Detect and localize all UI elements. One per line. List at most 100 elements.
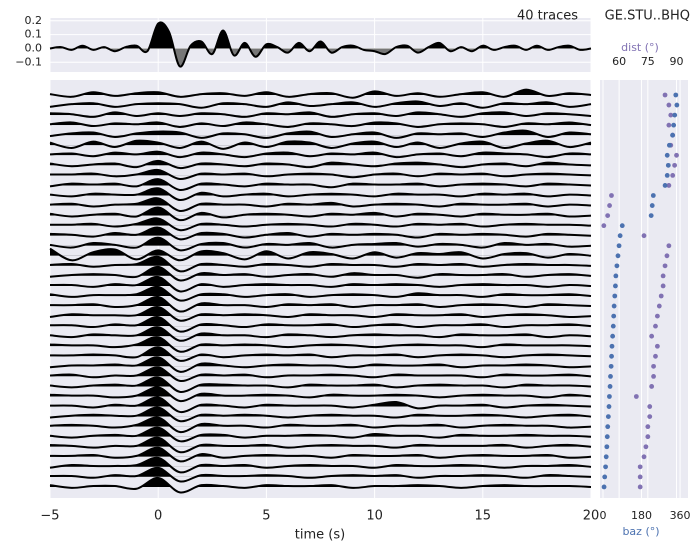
dist-tick-label: 60 <box>612 55 626 68</box>
point <box>649 333 655 339</box>
trace <box>49 255 592 273</box>
trace <box>49 416 592 434</box>
point <box>674 152 679 158</box>
trace <box>49 168 592 181</box>
trace <box>49 121 592 128</box>
point <box>604 434 610 440</box>
dist-tick-label: 90 <box>670 55 684 68</box>
trace <box>49 129 592 139</box>
point <box>654 343 660 349</box>
trace-count: 40 traces <box>517 9 578 24</box>
point <box>607 203 612 208</box>
y-tick-label: 0.1 <box>25 28 43 41</box>
section-panel <box>50 80 591 498</box>
point <box>672 162 678 168</box>
point <box>664 173 670 178</box>
point <box>617 233 623 239</box>
x-axis-label: time (s) <box>295 528 345 543</box>
point <box>662 263 668 269</box>
trace-fill <box>50 276 591 286</box>
trace <box>49 406 592 423</box>
point <box>670 132 675 138</box>
point <box>613 273 619 279</box>
trace <box>49 396 592 414</box>
point <box>650 193 656 198</box>
point <box>608 363 614 369</box>
point <box>607 384 613 389</box>
trace-fill <box>50 337 591 347</box>
trace <box>49 285 592 302</box>
point <box>608 374 613 379</box>
point <box>603 454 609 460</box>
meta-panel <box>600 80 688 498</box>
trace-fill <box>56 179 591 186</box>
point <box>645 424 651 430</box>
point <box>637 484 643 490</box>
trace <box>49 366 592 383</box>
trace <box>49 111 592 118</box>
trace <box>49 217 592 232</box>
trace-fill <box>50 248 591 256</box>
trace <box>49 197 592 212</box>
trace <box>49 139 592 150</box>
point <box>601 223 607 229</box>
baz-tick-label: 180 <box>631 509 652 522</box>
point <box>616 243 622 249</box>
point <box>614 263 620 269</box>
point <box>666 142 672 148</box>
trace-fill <box>50 437 591 447</box>
trace-fill <box>50 387 591 397</box>
trace <box>49 247 592 262</box>
point <box>651 374 656 379</box>
point <box>602 474 608 480</box>
x-tick-label: 10 <box>366 509 383 524</box>
point <box>647 404 653 409</box>
trace <box>49 236 592 252</box>
trace <box>49 88 592 99</box>
trace <box>49 265 592 282</box>
point <box>645 434 651 440</box>
y-tick-label: 0.2 <box>25 14 43 27</box>
trace <box>49 356 592 373</box>
point <box>605 424 611 430</box>
point <box>649 203 655 208</box>
trace <box>49 275 592 293</box>
point <box>656 303 662 309</box>
point <box>610 323 616 329</box>
baz-label: baz (°) <box>622 525 659 538</box>
trace <box>49 376 592 393</box>
point <box>619 223 625 229</box>
point <box>612 293 618 299</box>
point <box>660 283 666 289</box>
point <box>651 363 656 369</box>
point <box>666 122 672 128</box>
point <box>609 353 614 359</box>
point <box>664 152 670 158</box>
point <box>665 162 671 168</box>
trace <box>49 446 592 463</box>
x-tick-label: −5 <box>40 509 59 524</box>
baz-tick-label: 360 <box>670 509 691 522</box>
trace <box>49 476 592 494</box>
trace <box>49 386 592 403</box>
point <box>605 414 611 419</box>
trace <box>49 306 592 322</box>
point <box>666 243 672 249</box>
point <box>604 444 610 450</box>
point <box>603 464 608 470</box>
trace <box>49 466 592 483</box>
trace <box>49 346 592 362</box>
point <box>609 193 614 198</box>
point <box>643 444 649 450</box>
dist-tick-label: 75 <box>641 55 655 68</box>
point <box>637 464 643 470</box>
point <box>653 323 658 329</box>
point <box>647 414 653 419</box>
trace <box>49 456 592 474</box>
dist-label: dist (°) <box>621 41 659 54</box>
station: GE.STU..BHQ <box>605 9 690 24</box>
point <box>609 343 615 349</box>
point <box>615 253 621 259</box>
point <box>649 384 655 389</box>
